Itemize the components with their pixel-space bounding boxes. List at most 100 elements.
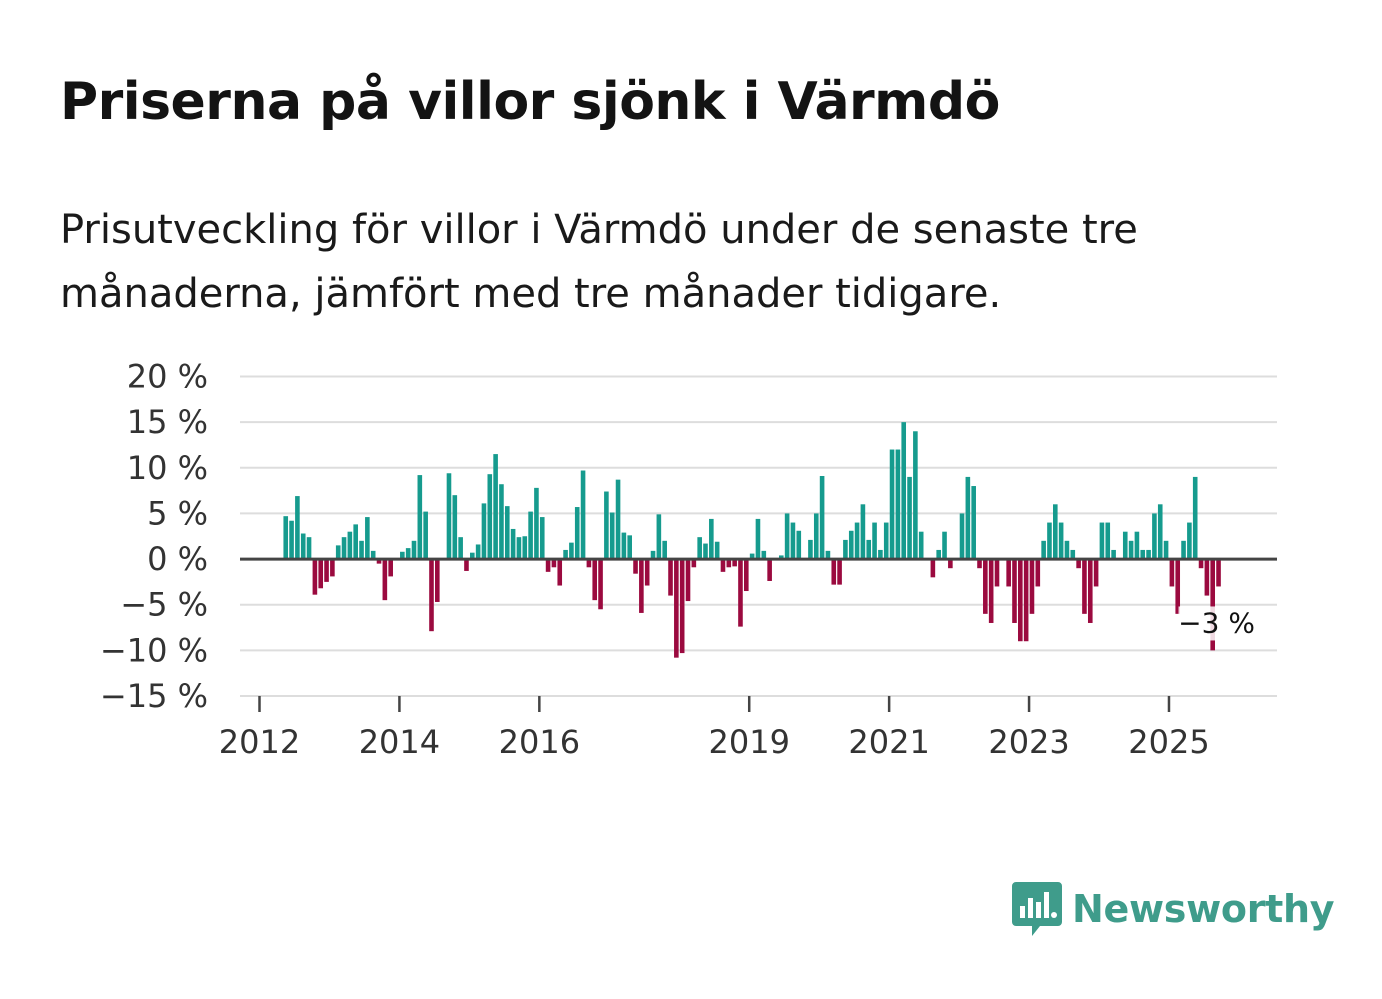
bar-negative [382,559,388,601]
annotation-background [1178,606,1255,641]
y-tick-label: 0 % [147,540,208,578]
bar-negative [1012,559,1017,623]
y-tick-label: 20 % [127,358,208,396]
bar-negative [639,559,644,613]
bar-positive [510,528,516,560]
bar-positive [446,473,452,560]
bar-positive [295,496,300,560]
bar-positive [1157,504,1163,560]
bar-negative [837,559,842,585]
y-tick-label: 15 % [127,403,208,441]
bar-positive [458,537,463,560]
newsworthy-bar-chart-icon [1012,882,1062,936]
bar-positive [370,550,376,560]
bar-negative [948,559,953,569]
bar-negative [1198,559,1204,569]
bar-positive [604,491,609,560]
bar-positive [627,535,632,560]
bar-positive [300,533,306,560]
bar-negative [1035,559,1041,587]
bar-positive [872,522,877,560]
bar-negative [1093,559,1099,587]
bar-positive [569,542,574,560]
bar-positive [615,479,621,560]
bar-positive [1041,540,1046,560]
bar-positive [504,506,510,560]
bar-positive [1105,522,1111,560]
bar-positive [714,541,720,560]
bar-negative [983,559,988,614]
bar-positive [878,549,883,560]
bar-positive [487,474,493,560]
bar-negative [318,559,324,589]
brand-name: Newsworthy [1072,887,1335,931]
newsworthy-logo: Newsworthy [1010,878,1335,940]
y-tick-label: −15 % [100,677,208,715]
bar-positive [353,524,358,560]
bar-positive [1111,549,1116,560]
x-tick-label: 2012 [219,723,300,761]
bar-negative [738,559,743,627]
bar-positive [563,549,568,560]
bar-positive [650,550,656,560]
bar-negative [1082,559,1087,614]
bar-negative [679,559,685,654]
x-tick-label: 2025 [1128,723,1209,761]
y-tick-label: −10 % [100,631,208,669]
bar-negative [994,559,1000,587]
bar-positive [1128,540,1134,560]
bar-negative [767,559,772,581]
bar-positive [703,543,708,560]
bar-negative [977,559,982,569]
bar-positive [854,522,860,560]
bar-positive [843,539,848,560]
bar-negative [1216,559,1221,587]
bar-positive [499,484,504,560]
chart-title: Priserna på villor sjönk i Värmdö [60,72,1000,132]
bar-positive [359,540,364,560]
bar-positive [1187,522,1192,560]
bar-positive [1122,531,1128,560]
bar-positive [813,513,819,560]
bar-positive [907,476,912,560]
bars [283,422,1221,658]
bar-positive [522,536,528,560]
bar-positive [411,540,417,560]
x-axis: 2012 2014 2016 2019 2021 2023 2025 [219,696,1210,761]
y-tick-label: −5 % [120,586,208,624]
bar-positive [289,520,294,560]
bar-positive [901,422,907,560]
bar-negative [464,559,469,571]
bar-negative [592,559,598,601]
bar-negative [1018,559,1023,642]
bar-positive [796,530,802,560]
bar-positive [1058,522,1064,560]
bar-positive [400,551,405,560]
bar-positive [866,539,872,560]
bar-positive [534,487,539,560]
bar-positive [1070,549,1076,560]
bar-negative [1210,559,1215,651]
bar-positive [580,470,586,560]
y-tick-label: 5 % [147,494,208,532]
bar-negative [551,559,557,568]
bar-negative [557,559,563,586]
bar-negative [726,559,732,568]
bar-negative [1023,559,1029,642]
bar-positive [936,549,941,560]
bar-positive [306,537,312,560]
bar-positive [335,545,341,560]
bar-positive [965,476,971,560]
bar-positive [452,495,458,560]
bar-positive [516,537,522,560]
bar-positive [365,517,370,560]
bar-negative [930,559,936,578]
bar-positive [621,532,627,560]
bar-positive [475,544,481,560]
bar-positive [1134,531,1140,560]
annotation-label: −3 % [1178,606,1255,639]
bar-negative [674,559,679,658]
bar-negative [435,559,440,602]
bar-positive [1047,522,1052,560]
bar-negative [376,559,382,564]
